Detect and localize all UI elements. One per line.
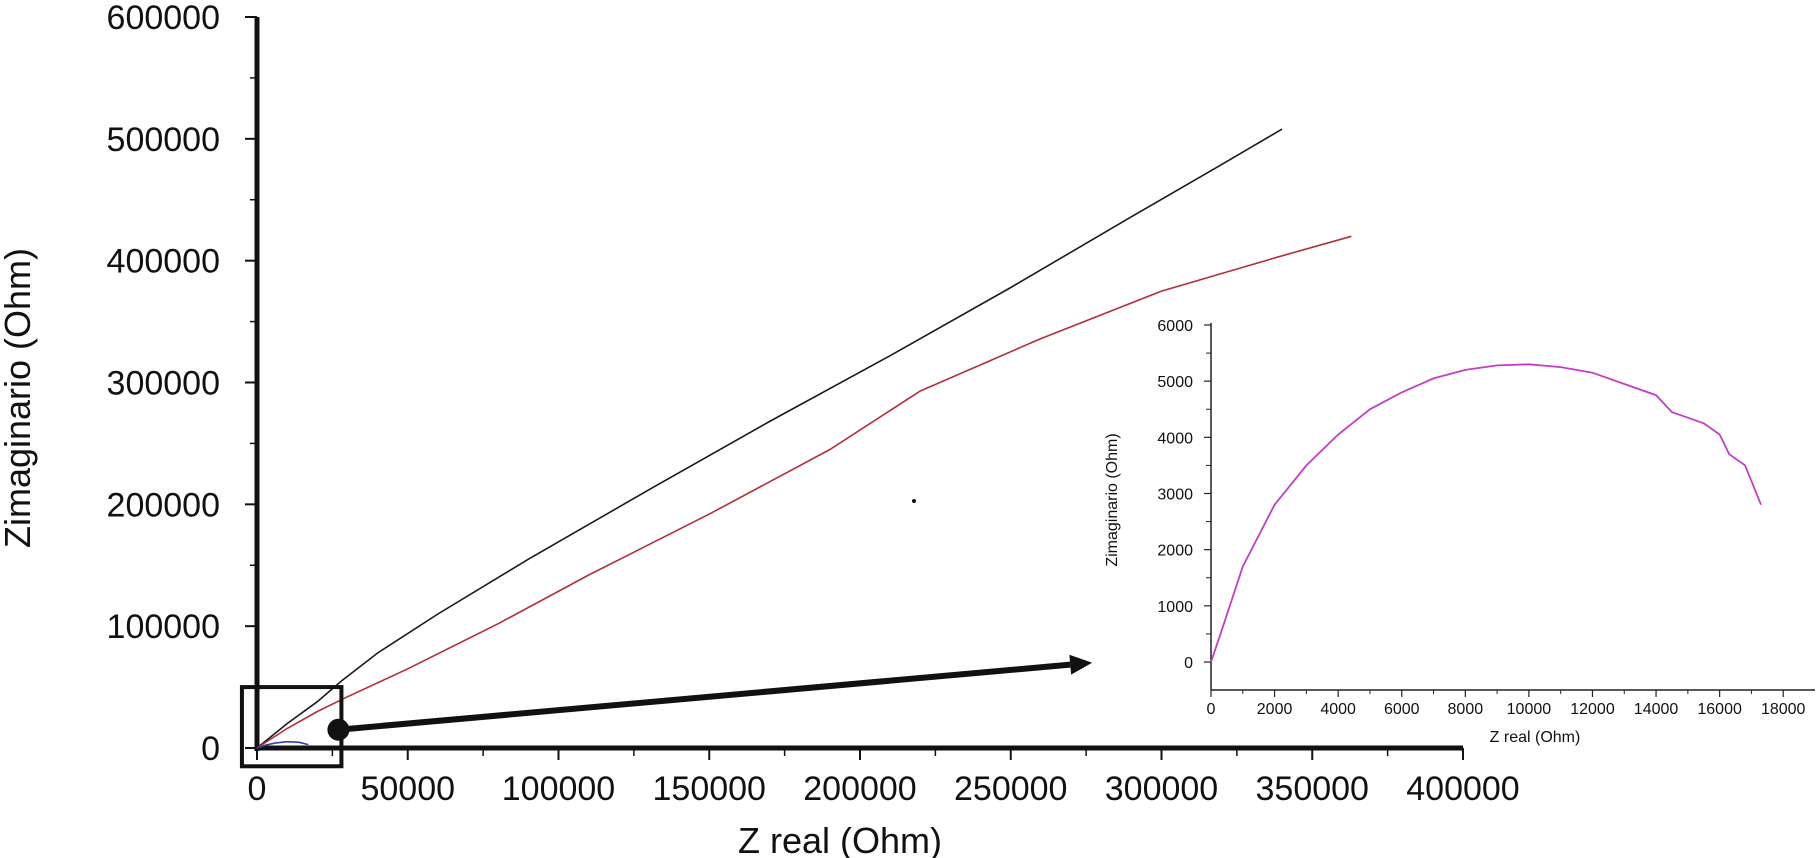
main-x-tick-label: 50000 [360,770,455,808]
inset-series [1210,363,1762,663]
inset-x-tick-label: 0 [1207,701,1216,718]
main-y-tick-label: 100000 [107,608,220,646]
main-series-line-2 [256,235,1352,749]
inset-x-tick-label: 14000 [1634,701,1679,718]
inset-x-tick-label: 2000 [1257,701,1293,718]
main-x-axis-label: Z real (Ohm) [738,820,942,858]
main-series-line-1 [256,128,1283,749]
inset-y-axis-label: Zimaginario (Ohm) [1104,433,1121,566]
main-x-tick-label: 150000 [653,770,766,808]
main-y-tick-label: 500000 [107,121,220,159]
main-series-line-3 [256,740,309,749]
inset-x-tick-label: 16000 [1697,701,1742,718]
main-y-tick-label: 300000 [107,365,220,403]
inset-y-tick-label: 4000 [1157,430,1193,447]
inset-x-tick-label: 8000 [1448,701,1484,718]
main-y-tick-label: 400000 [107,243,220,281]
inset-x-tick-label: 6000 [1384,701,1420,718]
inset-y-tick-label: 3000 [1157,487,1193,504]
main-x-tick-label: 200000 [803,770,916,808]
inset-y-tick-label: 2000 [1157,543,1193,560]
inset-x-tick-label: 18000 [1761,701,1806,718]
inset-x-axis-label: Z real (Ohm) [1490,729,1581,746]
inset-x-tick-label: 12000 [1570,701,1615,718]
main-nyquist-plot: 0 50000 100000 150000 200000 250000 300000 3500… [0,0,1520,858]
main-x-tick-label: 300000 [1105,770,1218,808]
inset-x-tick-label: 10000 [1507,701,1552,718]
zoom-arrow-head [1069,654,1093,675]
stray-dot [912,499,916,503]
inset-y-tick-label: 5000 [1157,374,1193,391]
inset-y-tick-label: 1000 [1157,599,1193,616]
inset-series-line-1 [1210,363,1762,663]
main-series [256,128,1352,749]
main-ticks: 0 50000 100000 150000 200000 250000 300000 3500… [107,0,1520,808]
inset-x-tick-label: 4000 [1320,701,1356,718]
main-y-tick-label: 600000 [107,0,220,37]
main-x-tick-label: 350000 [1256,770,1369,808]
inset-y-tick-label: 0 [1184,655,1193,672]
main-y-axis-label: Zimaginario (Ohm) [0,248,38,548]
main-x-tick-label: 250000 [954,770,1067,808]
main-x-tick-label: 0 [248,770,267,808]
main-x-tick-label: 100000 [502,770,615,808]
main-annotations [239,654,1093,769]
inset-y-tick-label: 6000 [1157,318,1193,335]
main-x-tick-label: 400000 [1406,770,1519,808]
inset-nyquist-plot: 0 2000 4000 6000 8000 10000 12000 14000 16000 180… [1104,318,1815,746]
main-y-tick-label: 0 [201,730,220,768]
inset-ticks: 0 2000 4000 6000 8000 10000 12000 14000 16000 180… [1157,318,1805,718]
zoom-arrow-shaft [338,661,1071,733]
main-y-tick-label: 200000 [107,486,220,524]
